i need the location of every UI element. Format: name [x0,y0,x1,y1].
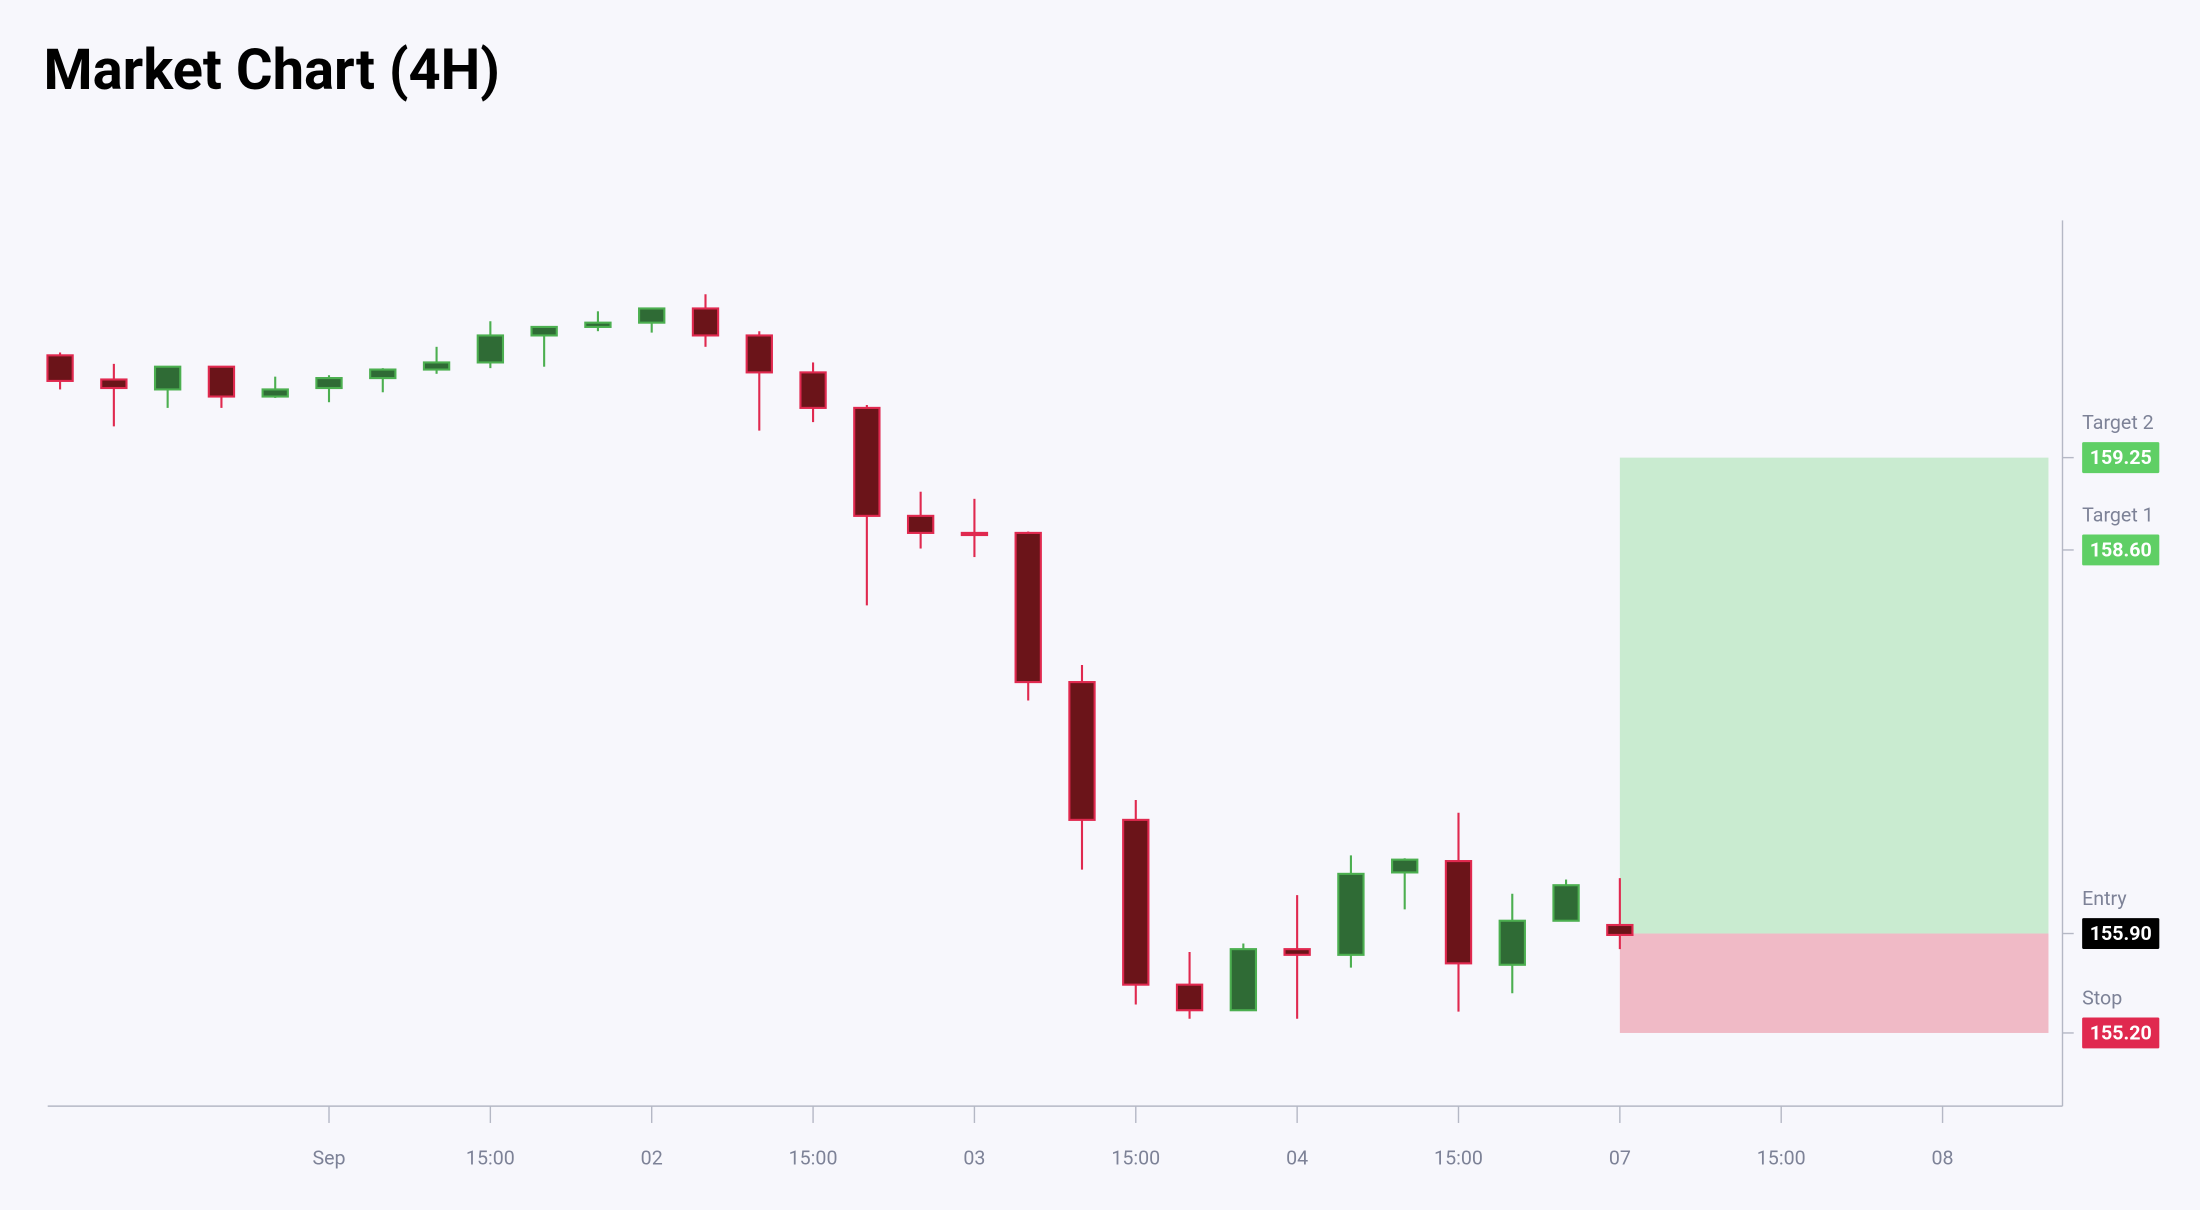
level-badge [2082,1017,2160,1049]
candle-body [207,365,236,398]
x-tick-label: Sep [312,1147,345,1170]
x-tick-label: 02 [641,1147,663,1170]
candle-body [1391,858,1419,874]
candle-body [799,371,827,409]
x-tick-label: 15:00 [789,1147,838,1170]
candle-body [1444,860,1473,965]
x-tick-label: 15:00 [466,1147,515,1170]
level-badge [2082,534,2160,566]
candle-body [584,321,612,328]
level-name: Entry [2082,887,2127,910]
candle-body [853,406,881,517]
candle-body [691,307,720,337]
loss-zone [1619,933,2049,1033]
candle-body [46,354,74,382]
candle-body [422,361,451,371]
x-tick-label: 08 [1932,1147,1954,1170]
candle-body [1283,948,1311,956]
candle-body [745,334,773,374]
x-tick-label: 04 [1286,1147,1308,1170]
candle-body [1175,983,1204,1012]
candle-body [530,325,558,337]
candle-body [1606,923,1634,936]
candle-body [1229,948,1258,1012]
candle-body [1552,884,1580,922]
candle-body [960,531,989,537]
level-value: 155.90 [2090,922,2152,945]
x-tick-label: 07 [1609,1147,1631,1170]
candle-body [906,514,935,534]
x-tick-label: 03 [963,1147,985,1170]
level-value: 155.20 [2090,1022,2152,1045]
candle-body [476,334,505,364]
level-name: Target 1 [2082,503,2153,526]
level-name: Stop [2082,986,2122,1009]
candle-body [261,388,289,398]
candle-body [100,378,128,390]
level-badge [2082,918,2160,949]
x-tick-label: 15:00 [1111,1147,1160,1170]
level-badge [2082,442,2160,474]
candle-body [369,368,397,380]
candle-body [315,377,343,390]
level-value: 159.25 [2090,446,2152,469]
candle-body [153,365,182,391]
chart-title: Market Chart (4H) [43,37,500,103]
level-name: Target 2 [2082,411,2153,434]
profit-zone [1619,457,2049,934]
candle-body [1068,681,1096,821]
candle-body [1122,818,1150,986]
candle-body [1337,872,1365,956]
candle-body [638,307,666,324]
x-tick-label: 15:00 [1757,1147,1806,1170]
x-tick-label: 15:00 [1434,1147,1483,1170]
level-value: 158.60 [2090,539,2152,562]
candle-body [1014,531,1042,684]
candle-body [1498,919,1526,966]
